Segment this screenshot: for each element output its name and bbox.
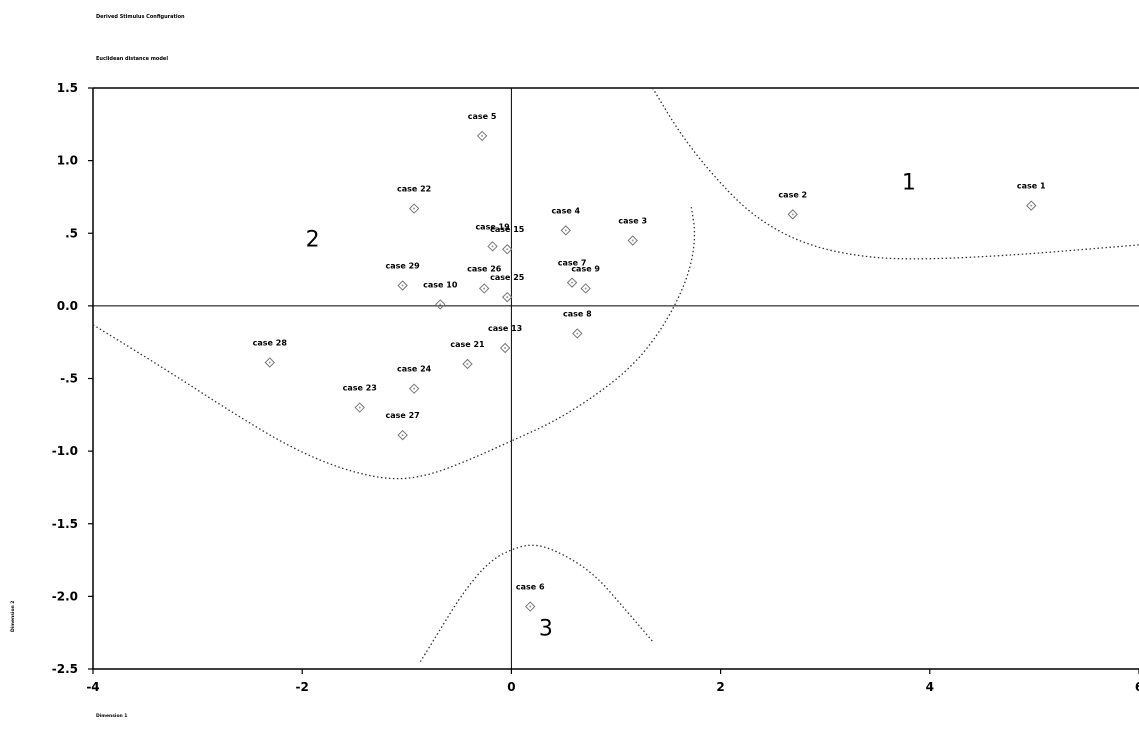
data-point-marker: [354, 402, 365, 413]
data-point-center: [491, 245, 494, 248]
data-point-label: case 29: [385, 262, 420, 271]
data-point-center: [529, 605, 532, 608]
data-point-label: case 13: [488, 324, 522, 333]
region-3-boundary: [419, 544, 654, 663]
data-point-marker: [499, 342, 511, 354]
data-point-marker: [397, 429, 408, 441]
x-tick-label: -4: [86, 680, 99, 694]
y-tick-label: 0.0: [57, 299, 78, 313]
data-point-center: [506, 248, 509, 251]
data-point-center: [631, 239, 634, 242]
data-point-label: case 9: [571, 264, 600, 273]
data-point-center: [481, 134, 484, 137]
region-label: 1: [902, 171, 916, 196]
data-point-label: case 24: [397, 365, 432, 374]
data-point-center: [564, 229, 567, 232]
data-point-label: case 3: [618, 217, 647, 226]
data-point-label: case 21: [450, 340, 485, 349]
x-axis-label: Dimension 1: [96, 713, 127, 719]
data-point-label: case 5: [468, 112, 497, 121]
data-point-label: case 7: [558, 259, 587, 268]
data-point-label: case 28: [253, 339, 288, 348]
data-point-center: [483, 287, 486, 290]
data-point-label: case 10: [423, 280, 458, 289]
data-point-marker: [525, 601, 536, 612]
data-point-marker: [627, 235, 638, 246]
y-tick-label: -1.0: [52, 444, 78, 458]
data-point-marker: [478, 283, 490, 294]
data-point-center: [506, 296, 509, 299]
data-point-marker: [408, 203, 420, 214]
data-point-label: case 6: [516, 583, 545, 592]
data-point-marker: [502, 291, 513, 303]
data-point-label: case 22: [397, 185, 431, 194]
data-point-center: [504, 346, 507, 349]
data-point-center: [413, 387, 416, 390]
data-point-center: [791, 213, 794, 216]
data-point-marker: [580, 283, 591, 294]
data-point-marker: [462, 358, 473, 370]
data-point-marker: [487, 241, 498, 252]
data-point-center: [571, 281, 574, 284]
region-1-boundary: [652, 87, 1139, 260]
data-point-label: case 8: [563, 309, 592, 318]
data-point-center: [466, 362, 469, 365]
data-point-marker: [502, 244, 513, 255]
x-tick-label: 2: [716, 680, 724, 694]
data-point-center: [401, 434, 404, 437]
data-point-center: [1030, 204, 1033, 207]
data-point-marker: [264, 357, 275, 368]
data-point-marker: [560, 225, 571, 236]
data-point-center: [576, 332, 579, 335]
region-label: 2: [306, 227, 320, 252]
data-point-center: [358, 406, 361, 409]
region-label: 3: [539, 617, 553, 642]
region-2-boundary-right: [511, 207, 696, 442]
y-tick-label: -2.5: [52, 662, 78, 676]
data-point-marker: [1026, 200, 1037, 211]
data-point-label: case 19: [475, 222, 510, 231]
region-2-boundary-lower: [92, 324, 512, 480]
data-point-center: [401, 284, 404, 287]
y-tick-label: 1.5: [57, 81, 78, 95]
y-tick-label: 1.0: [57, 154, 78, 168]
data-point-marker: [566, 277, 578, 288]
data-point-center: [439, 303, 442, 306]
x-tick-label: 6: [1135, 680, 1139, 694]
data-point-label: case 23: [343, 384, 377, 393]
y-tick-label: .5: [65, 226, 78, 240]
data-point-center: [584, 287, 587, 290]
y-tick-label: -2.0: [52, 589, 78, 603]
data-point-marker: [397, 280, 408, 291]
x-tick-label: 0: [507, 680, 515, 694]
chart-subtitle: Euclidean distance model: [96, 56, 169, 62]
data-point-label: case 2: [778, 190, 807, 199]
data-point-label: case 25: [490, 273, 525, 282]
data-point-marker: [572, 328, 583, 339]
data-point-label: case 15: [490, 225, 525, 234]
data-point-center: [268, 361, 271, 364]
data-point-marker: [408, 383, 420, 394]
data-point-marker: [476, 130, 488, 142]
chart-title: Derived Stimulus Configuration: [96, 14, 185, 20]
y-axis-label: Dimension 2: [10, 601, 16, 632]
data-point-label: case 4: [551, 206, 580, 215]
y-tick-label: -.5: [60, 372, 78, 386]
data-point-center: [413, 207, 416, 210]
data-point-label: case 1: [1017, 182, 1046, 191]
data-point-marker: [435, 299, 446, 310]
y-tick-label: -1.5: [52, 517, 78, 531]
x-tick-label: 4: [926, 680, 934, 694]
x-tick-label: -2: [296, 680, 309, 694]
data-point-marker: [787, 209, 798, 220]
data-point-label: case 27: [385, 411, 419, 420]
data-point-label: case 26: [467, 264, 502, 273]
